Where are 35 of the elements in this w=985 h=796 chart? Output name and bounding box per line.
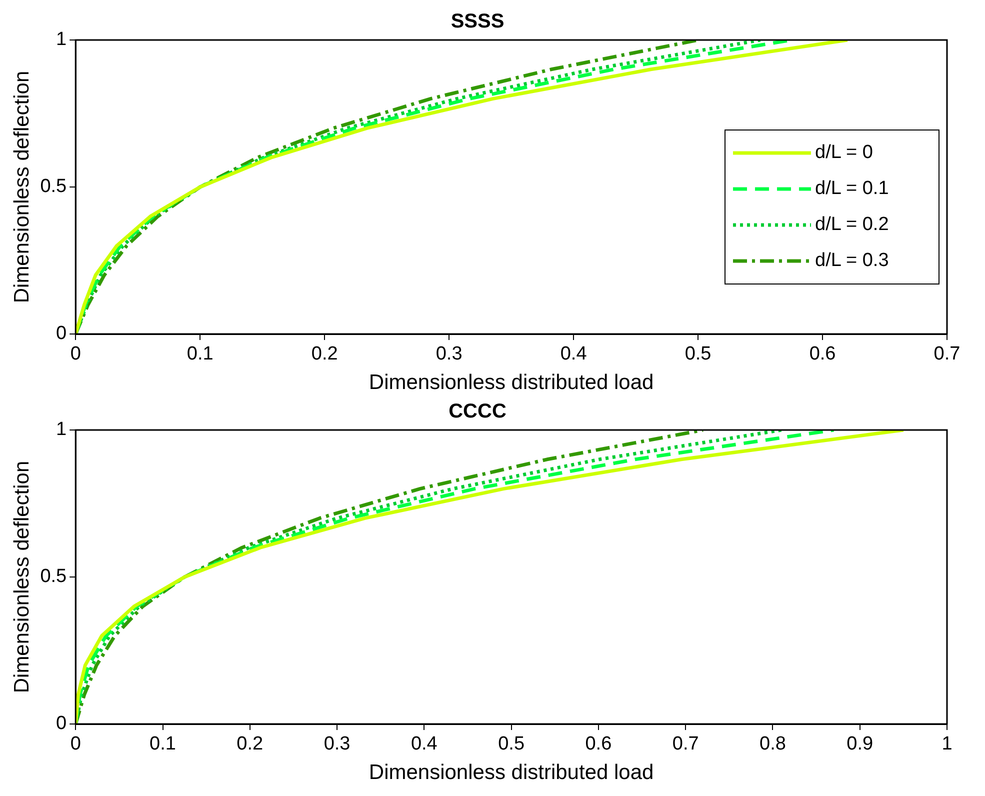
x-tick-label: 0: [70, 734, 81, 755]
legend-label: d/L = 0.2: [815, 214, 889, 236]
x-tick-label: 0.4: [560, 344, 588, 365]
x-tick-label: 0.5: [498, 734, 525, 755]
y-tick-label: 0.5: [40, 176, 67, 198]
legend-label: d/L = 0: [815, 142, 873, 164]
y-tick-label: 1: [56, 419, 67, 440]
x-tick-label: 0.8: [760, 734, 786, 755]
x-tick-label: 0.7: [934, 344, 960, 365]
y-tick-label: 0: [56, 323, 67, 344]
x-tick-label: 0.3: [436, 344, 462, 365]
x-tick-label: 0.7: [672, 734, 699, 755]
x-tick-label: 0.2: [311, 344, 338, 365]
x-tick-label: 0: [70, 344, 81, 365]
chart-title: SSSS: [450, 10, 504, 33]
y-axis-title: Dimensionless deflection: [10, 70, 34, 304]
x-tick-label: 1: [942, 734, 952, 755]
legend-label: d/L = 0.1: [815, 178, 889, 200]
legend-label: d/L = 0.3: [815, 250, 889, 272]
x-tick-label: 0.9: [846, 734, 874, 755]
x-tick-label: 0.3: [324, 734, 350, 755]
x-tick-label: 0.2: [236, 734, 264, 755]
chart-title: CCCC: [448, 400, 506, 423]
x-tick-label: 0.1: [150, 734, 176, 755]
x-axis-title: Dimensionless distributed load: [368, 761, 654, 784]
y-axis-title: Dimensionless deflection: [10, 460, 34, 694]
x-tick-label: 0.1: [186, 344, 214, 365]
x-tick-label: 0.6: [809, 344, 836, 365]
y-tick-label: 1: [56, 29, 67, 50]
x-tick-label: 0.4: [410, 734, 438, 755]
x-axis-title: Dimensionless distributed load: [368, 371, 654, 394]
y-tick-label: 0: [56, 713, 67, 734]
x-tick-label: 0.6: [585, 734, 612, 755]
y-tick-label: 0.5: [40, 566, 67, 588]
x-tick-label: 0.5: [684, 344, 712, 365]
